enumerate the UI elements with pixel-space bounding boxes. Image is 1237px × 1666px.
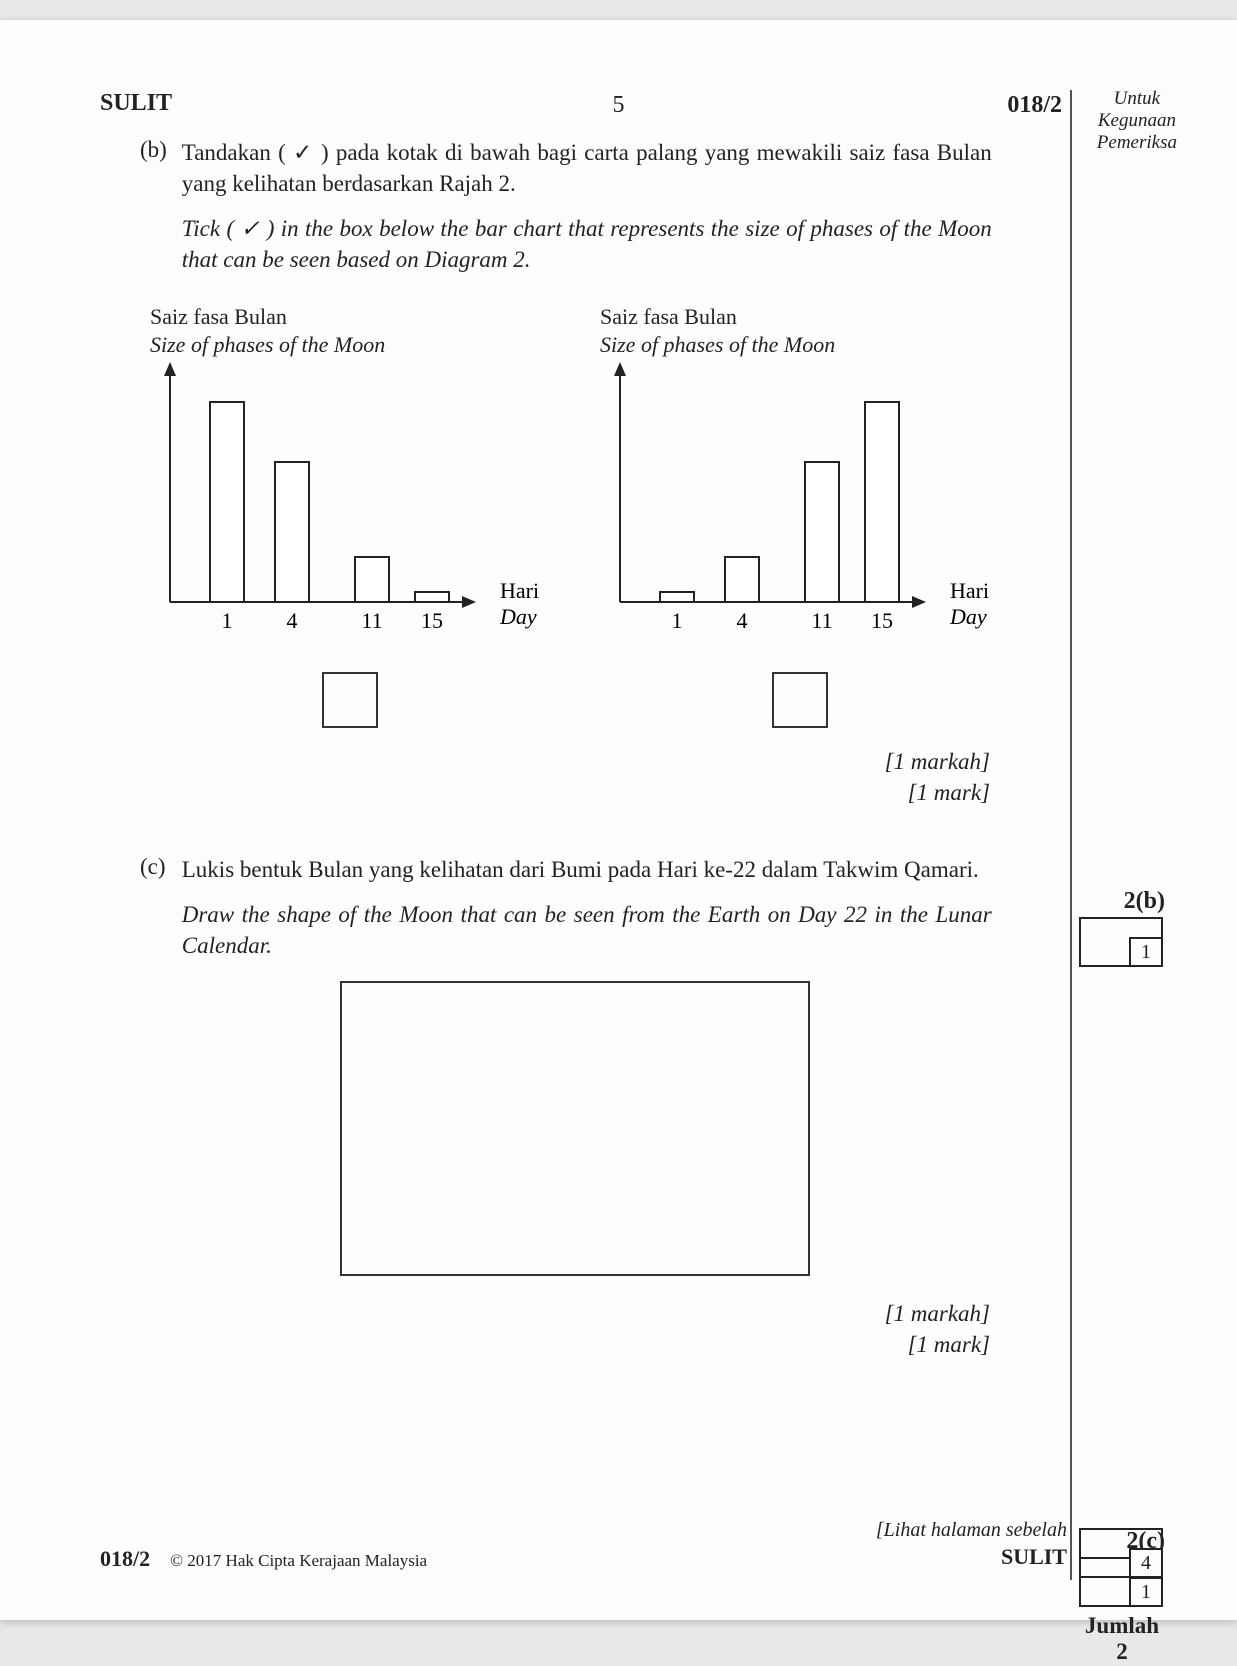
y-title-en: Size of phases of the Moon xyxy=(600,332,835,357)
score-box-outer: 1 xyxy=(1079,917,1163,967)
tick-box-left[interactable] xyxy=(322,672,378,728)
svg-text:4: 4 xyxy=(287,608,298,633)
marks-c-my: [1 markah] xyxy=(885,1301,990,1326)
jumlah-text: Jumlah xyxy=(1085,1613,1159,1638)
bar-chart-right: 1 4 11 15 HariDay xyxy=(600,362,1000,652)
bar-chart-left: 1 4 11 15 HariDay xyxy=(150,362,550,652)
margin-divider xyxy=(1070,90,1072,1580)
exam-page: SULIT 5 018/2 Untuk Kegunaan Pemeriksa (… xyxy=(0,20,1237,1620)
svg-text:Hari: Hari xyxy=(950,578,989,603)
footer-sulit: SULIT xyxy=(1001,1544,1067,1569)
chart-right-wrap: Saiz fasa Bulan Size of phases of the Mo… xyxy=(600,303,1000,728)
svg-text:Day: Day xyxy=(949,604,987,629)
score-box-inner: 1 xyxy=(1129,937,1163,967)
question-c-text-en: Draw the shape of the Moon that can be s… xyxy=(182,899,992,961)
chart-y-title: Saiz fasa Bulan Size of phases of the Mo… xyxy=(600,303,1000,358)
svg-text:Hari: Hari xyxy=(500,578,539,603)
question-c: (c) Lukis bentuk Bulan yang kelihatan da… xyxy=(140,854,1010,961)
examiner-use-label: Untuk Kegunaan Pemeriksa xyxy=(1097,88,1177,154)
margin-box-total: 4 xyxy=(1079,1528,1165,1578)
y-title-my: Saiz fasa Bulan xyxy=(600,304,737,329)
question-label-c: (c) xyxy=(140,854,176,880)
y-title-en: Size of phases of the Moon xyxy=(150,332,385,357)
paper-code: 018/2 xyxy=(1007,92,1062,119)
content-column: (b) Tandakan ( ✓ ) pada kotak di bawah b… xyxy=(140,137,1010,1361)
footer-code: 018/2 xyxy=(100,1546,150,1571)
question-b-text-en: Tick ( ✓ ) in the box below the bar char… xyxy=(182,213,992,275)
footer-left: 018/2 © 2017 Hak Cipta Kerajaan Malaysia xyxy=(100,1546,427,1572)
jumlah-num: 2 xyxy=(1116,1639,1128,1664)
svg-text:15: 15 xyxy=(421,608,443,633)
question-b: (b) Tandakan ( ✓ ) pada kotak di bawah b… xyxy=(140,137,1010,275)
score-box-outer: 4 xyxy=(1079,1528,1163,1578)
svg-text:1: 1 xyxy=(672,608,683,633)
chart-left-wrap: Saiz fasa Bulan Size of phases of the Mo… xyxy=(150,303,550,728)
marks-b-en: [1 mark] xyxy=(908,780,990,805)
charts-row: Saiz fasa Bulan Size of phases of the Mo… xyxy=(150,303,1010,728)
marks-b: [1 markah] [1 mark] xyxy=(140,746,990,808)
sulit-label: SULIT xyxy=(100,90,172,117)
turn-over: [Lihat halaman sebelah xyxy=(876,1519,1067,1541)
score-box-inner: 1 xyxy=(1129,1577,1163,1607)
page-footer: 018/2 © 2017 Hak Cipta Kerajaan Malaysia… xyxy=(100,1517,1067,1572)
moon-drawing-box[interactable] xyxy=(340,981,810,1276)
examiner-line: Kegunaan xyxy=(1098,110,1176,131)
question-c-text-my: Lukis bentuk Bulan yang kelihatan dari B… xyxy=(182,854,992,885)
svg-text:11: 11 xyxy=(361,608,382,633)
footer-right: [Lihat halaman sebelah SULIT xyxy=(876,1517,1067,1572)
marks-b-my: [1 markah] xyxy=(885,749,990,774)
svg-text:15: 15 xyxy=(871,608,893,633)
svg-text:Day: Day xyxy=(499,604,537,629)
question-b-text-my: Tandakan ( ✓ ) pada kotak di bawah bagi … xyxy=(182,137,992,199)
svg-text:4: 4 xyxy=(737,608,748,633)
margin-label-2b: 2(b) xyxy=(1079,888,1165,915)
margin-box-2b: 2(b) 1 xyxy=(1079,888,1165,967)
tick-box-right[interactable] xyxy=(772,672,828,728)
svg-text:11: 11 xyxy=(811,608,832,633)
examiner-line: Untuk xyxy=(1114,88,1160,109)
chart-y-title: Saiz fasa Bulan Size of phases of the Mo… xyxy=(150,303,550,358)
y-title-my: Saiz fasa Bulan xyxy=(150,304,287,329)
footer-copyright: © 2017 Hak Cipta Kerajaan Malaysia xyxy=(170,1551,427,1570)
jumlah-label: Jumlah 2 xyxy=(1079,1613,1165,1666)
marks-c-en: [1 mark] xyxy=(908,1332,990,1357)
svg-text:1: 1 xyxy=(222,608,233,633)
score-box-inner: 4 xyxy=(1129,1548,1163,1578)
question-label-b: (b) xyxy=(140,137,176,163)
examiner-line: Pemeriksa xyxy=(1097,132,1177,153)
page-number: 5 xyxy=(613,92,625,119)
marks-c: [1 markah] [1 mark] xyxy=(140,1298,990,1360)
